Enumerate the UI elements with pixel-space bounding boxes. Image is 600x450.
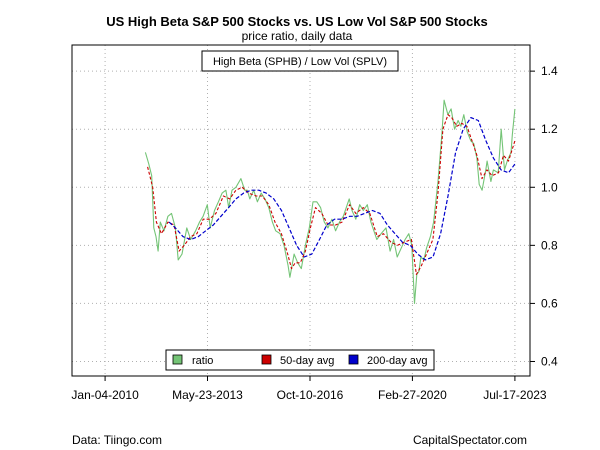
legend-label-50-day-avg: 50-day avg bbox=[280, 355, 334, 367]
annotation-label: High Beta (SPHB) / Low Vol (SPLV) bbox=[213, 56, 387, 68]
y-axis: 0.4 0.6 0.8 1.0 1.2 1.4 bbox=[529, 63, 558, 368]
grid-lines bbox=[72, 45, 530, 376]
x-axis: Jan-04-2010 May-23-2013 Oct-10-2016 Feb-27-… bbox=[71, 376, 547, 402]
footer-source: Data: Tiingo.com bbox=[72, 433, 162, 447]
x-tick-label: Jul-17-2023 bbox=[483, 388, 547, 402]
footer-credit: CapitalSpectator.com bbox=[413, 433, 527, 447]
legend-swatch-50-day-avg bbox=[261, 354, 272, 365]
x-tick-label: Oct-10-2016 bbox=[277, 388, 344, 402]
legend-label-200-day-avg: 200-day avg bbox=[367, 355, 428, 367]
y-tick-label: 1.0 bbox=[541, 180, 558, 194]
series-layer bbox=[144, 99, 516, 304]
plot-frame bbox=[71, 44, 531, 377]
x-tick-label: Feb-27-2020 bbox=[378, 388, 447, 402]
y-tick-label: 1.2 bbox=[541, 122, 558, 136]
series-line-ratio bbox=[144, 99, 516, 304]
series-line-200-day-avg bbox=[168, 116, 516, 261]
legend-box bbox=[165, 349, 435, 371]
y-tick-label: 0.6 bbox=[541, 296, 558, 310]
annotation-box: High Beta (SPHB) / Low Vol (SPLV) bbox=[201, 50, 399, 72]
legend-label-ratio: ratio bbox=[192, 355, 213, 367]
y-tick-label: 1.4 bbox=[541, 64, 558, 78]
x-tick-label: Jan-04-2010 bbox=[71, 388, 139, 402]
series-line-50-day-avg bbox=[147, 114, 516, 275]
chart-subtitle: price ratio, daily data bbox=[242, 29, 353, 43]
legend: ratio 50-day avg 200-day avg bbox=[165, 349, 435, 371]
x-tick-label: May-23-2013 bbox=[172, 388, 243, 402]
y-tick-label: 0.8 bbox=[541, 238, 558, 252]
y-tick-label: 0.4 bbox=[541, 354, 558, 368]
legend-swatch-ratio bbox=[172, 354, 183, 365]
legend-swatch-200-day-avg bbox=[348, 354, 359, 365]
chart-title: US High Beta S&P 500 Stocks vs. US Low V… bbox=[106, 14, 487, 29]
